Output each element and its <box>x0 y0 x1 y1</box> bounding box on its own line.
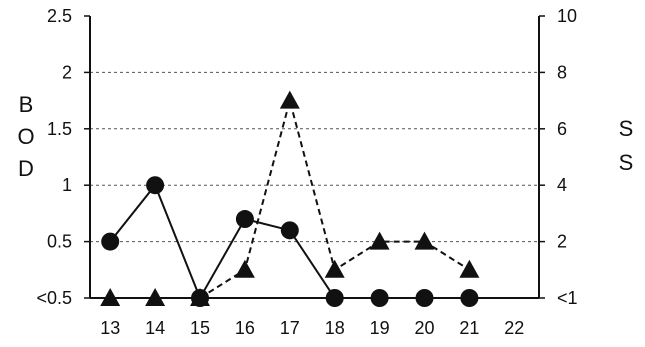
right-y-tick-label: 4 <box>557 175 567 195</box>
left-y-tick-labels: <0.5 0.5 1 1.5 2 2.5 <box>36 6 72 308</box>
left-y-tick-label: 1.5 <box>47 119 72 139</box>
left-y-tick-label: 2.5 <box>47 6 72 26</box>
x-tick-label: 18 <box>325 318 345 338</box>
left-y-tick-label: 1 <box>62 175 72 195</box>
right-y-tick-label: 8 <box>557 62 567 82</box>
x-tick-label: 20 <box>414 318 434 338</box>
data-series <box>100 90 480 307</box>
bod-data-point <box>415 289 434 307</box>
left-y-tick-label: <0.5 <box>36 288 72 308</box>
axes <box>84 15 545 299</box>
left-y-tick-label: 2 <box>62 62 72 82</box>
ss-series-line <box>110 96 470 299</box>
left-y-axis-label: BOD <box>17 92 34 181</box>
bod-data-point <box>460 289 479 307</box>
ss-data-point <box>459 259 480 278</box>
x-tick-label: 22 <box>504 318 524 338</box>
right-y-tick-label: 10 <box>557 6 577 26</box>
ss-series <box>100 90 480 306</box>
right-y-tick-label: <1 <box>557 288 578 308</box>
left-y-axis-letter: O <box>17 124 34 149</box>
x-tick-label: 15 <box>190 318 210 338</box>
bod-data-point <box>235 210 254 229</box>
left-y-axis-letter: D <box>18 156 34 181</box>
right-y-axis-letter: S <box>619 150 634 175</box>
x-tick-labels: 13 14 15 16 17 18 19 20 21 22 <box>100 318 524 338</box>
left-y-tick-label: 0.5 <box>47 232 72 252</box>
grid-lines <box>90 71 539 243</box>
right-y-axis-label: SS <box>619 116 634 175</box>
right-y-tick-label: 6 <box>557 119 567 139</box>
x-tick-label: 16 <box>235 318 255 338</box>
x-tick-label: 13 <box>100 318 120 338</box>
ss-data-point <box>369 231 390 250</box>
right-y-tick-label: 2 <box>557 232 567 252</box>
ss-data-point <box>279 90 300 109</box>
x-tick-label: 17 <box>280 318 300 338</box>
ss-data-point <box>414 231 435 250</box>
ss-data-point <box>145 288 166 306</box>
bod-data-point <box>370 289 389 307</box>
bod-data-point <box>101 232 120 251</box>
ss-data-point <box>100 288 121 306</box>
x-tick-label: 21 <box>459 318 479 338</box>
left-y-axis-letter: B <box>19 92 34 117</box>
x-tick-label: 14 <box>145 318 165 338</box>
right-y-tick-labels: <1 2 4 6 8 10 <box>557 6 578 308</box>
ss-data-point <box>190 288 211 306</box>
bod-data-point <box>146 176 165 195</box>
right-y-axis-letter: S <box>619 116 634 141</box>
ss-data-point <box>324 259 345 278</box>
bod-data-point <box>325 289 344 307</box>
ss-data-point <box>234 259 255 278</box>
x-tick-label: 19 <box>370 318 390 338</box>
bod-data-point <box>280 221 299 240</box>
